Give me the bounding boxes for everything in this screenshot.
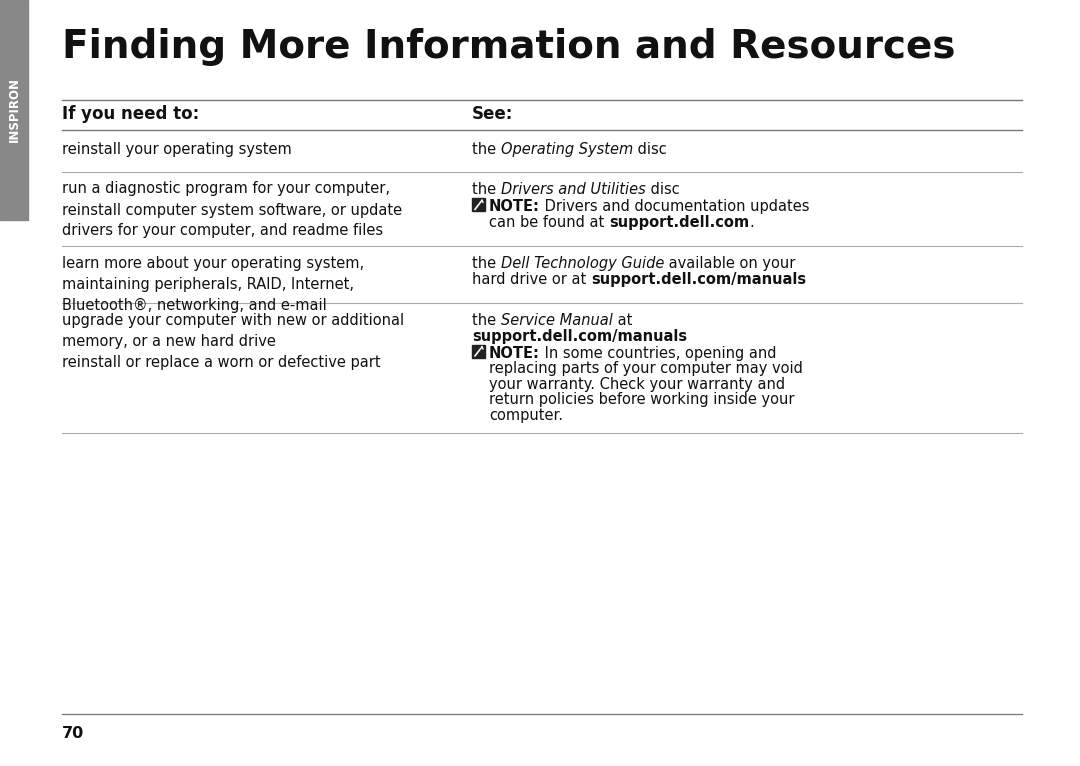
Text: In some countries, opening and: In some countries, opening and [540,346,777,361]
Text: disc: disc [633,142,666,157]
Text: support.dell.com/manuals: support.dell.com/manuals [591,272,806,286]
Text: If you need to:: If you need to: [62,105,199,123]
Text: run a diagnostic program for your computer,
reinstall computer system software, : run a diagnostic program for your comput… [62,182,402,238]
Text: can be found at: can be found at [489,214,609,230]
Bar [472,198,485,211]
Text: support.dell.com: support.dell.com [609,214,750,230]
Text: 70: 70 [62,726,84,741]
Text: INSPIRON: INSPIRON [8,77,21,142]
Text: .: . [750,214,754,230]
Text: learn more about your operating system,
maintaining peripherals, RAID, Internet,: learn more about your operating system, … [62,257,364,313]
Bar [0,0,28,220]
Text: reinstall your operating system: reinstall your operating system [62,142,292,157]
Text: Drivers and documentation updates: Drivers and documentation updates [540,199,809,214]
Text: support.dell.com/manuals: support.dell.com/manuals [472,329,687,344]
Text: NOTE:: NOTE: [489,199,540,214]
Text: Service Manual: Service Manual [501,313,612,329]
Text: Finding More Information and Resources: Finding More Information and Resources [62,28,956,66]
Text: Drivers and Utilities: Drivers and Utilities [501,182,646,197]
Text: the: the [472,142,501,157]
Bar [472,345,485,358]
Text: at: at [612,313,632,329]
Text: the: the [472,313,501,329]
Text: replacing parts of your computer may void: replacing parts of your computer may voi… [489,362,802,376]
Text: disc: disc [646,182,679,197]
Text: See:: See: [472,105,513,123]
Text: the: the [472,182,501,197]
Text: NOTE:: NOTE: [489,346,540,361]
Text: the: the [472,257,501,271]
Text: computer.: computer. [489,408,563,423]
Text: hard drive or at: hard drive or at [472,272,591,286]
Text: Operating System: Operating System [501,142,633,157]
Text: available on your: available on your [664,257,796,271]
Text: Dell Technology Guide: Dell Technology Guide [501,257,664,271]
Text: upgrade your computer with new or additional
memory, or a new hard drive
reinsta: upgrade your computer with new or additi… [62,313,404,370]
Text: your warranty. Check your warranty and: your warranty. Check your warranty and [489,377,785,392]
Text: return policies before working inside your: return policies before working inside yo… [489,392,795,408]
